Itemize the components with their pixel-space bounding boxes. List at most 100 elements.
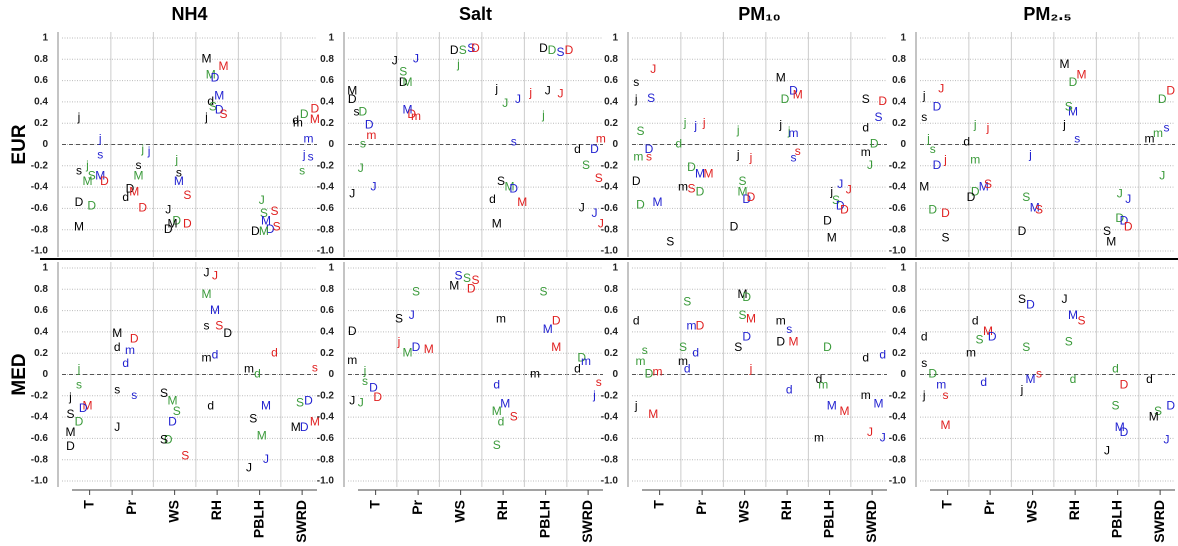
point-marker: s (646, 149, 652, 163)
point-marker: S (832, 193, 840, 207)
x-tick-label: T (80, 500, 96, 509)
point-marker: S (874, 110, 882, 124)
y-tick-label: 0.6 (34, 75, 48, 86)
point-marker: D (311, 102, 320, 116)
point-marker: D (66, 439, 75, 453)
point-marker: j (592, 388, 596, 402)
point-marker: M (112, 326, 122, 340)
y-tick-label: -0.2 (31, 390, 49, 401)
point-marker: D (539, 41, 548, 55)
point-marker: S (270, 204, 278, 218)
x-tick-label: T (938, 500, 954, 509)
point-marker: j (787, 124, 791, 138)
point-marker: s (791, 151, 797, 165)
point-marker: d (122, 356, 129, 370)
y-tick-label: 0 (328, 369, 334, 380)
point-marker: M (1026, 372, 1036, 386)
y-tick-label: -0.4 (317, 412, 335, 423)
y-tick-label: -1.0 (601, 476, 619, 487)
point-marker: S (582, 158, 590, 172)
point-marker: M (1030, 201, 1040, 215)
point-marker: M (174, 174, 184, 188)
y-tick-label: -0.2 (889, 160, 907, 171)
point-marker: S (734, 340, 742, 354)
y-tick-label: 0.2 (604, 348, 618, 359)
y-tick-label: 0.6 (892, 75, 906, 86)
point-marker: D (300, 420, 309, 434)
point-marker: J (259, 193, 265, 207)
y-tick-label: 0 (900, 139, 906, 150)
point-marker: D (126, 181, 135, 195)
panel-title: NH4 (171, 4, 207, 24)
point-marker: D (742, 192, 751, 206)
y-tick-label: 0.2 (34, 348, 48, 359)
point-marker: M (219, 59, 229, 73)
point-marker: D (577, 351, 586, 365)
point-marker: d (574, 361, 581, 375)
point-marker: M (74, 220, 84, 234)
point-marker: J (579, 201, 585, 215)
point-marker: s (921, 110, 927, 124)
point-marker: M (840, 404, 850, 418)
point-marker: D (776, 335, 785, 349)
point-marker: m (814, 431, 824, 445)
point-marker: m (293, 115, 303, 129)
point-marker: S (510, 409, 518, 423)
point-marker: S (862, 92, 870, 106)
point-marker: s (930, 142, 936, 156)
y-tick-label: -0.4 (601, 412, 619, 423)
point-marker: M (403, 345, 413, 359)
point-marker: J (846, 182, 852, 196)
point-marker: J (1125, 192, 1131, 206)
y-tick-label: -0.2 (317, 160, 335, 171)
point-marker: j (736, 147, 740, 161)
point-marker: M (291, 420, 301, 434)
point-marker: M (789, 335, 799, 349)
y-tick-label: -0.2 (889, 390, 907, 401)
point-marker: M (695, 166, 705, 180)
y-tick-label: -0.8 (889, 454, 907, 465)
point-marker: s (299, 163, 305, 177)
point-marker: S (738, 174, 746, 188)
point-marker: S (209, 99, 217, 113)
point-marker: D (164, 433, 173, 447)
point-marker: M (66, 425, 76, 439)
y-tick-label: -0.6 (317, 433, 335, 444)
point-marker: D (687, 160, 696, 174)
point-marker: D (1018, 224, 1027, 238)
point-marker: D (878, 94, 887, 108)
point-marker: d (963, 135, 970, 149)
point-marker: d (633, 313, 640, 327)
point-marker: d (921, 329, 928, 343)
y-tick-label: -0.6 (601, 433, 619, 444)
y-tick-label: -1.0 (889, 246, 907, 257)
point-marker: m (776, 313, 786, 327)
point-marker: D (928, 367, 937, 381)
point-marker: M (134, 169, 144, 183)
y-tick-label: 0.4 (604, 327, 618, 338)
point-marker: s (921, 356, 927, 370)
point-marker: j (85, 158, 89, 172)
point-marker: j (140, 142, 144, 156)
point-marker: D (138, 201, 147, 215)
point-marker: M (500, 396, 510, 410)
point-marker: D (696, 185, 705, 199)
point-marker: D (75, 415, 84, 429)
panel-title: PM₂.₅ (1023, 4, 1071, 24)
y-tick-label: 1 (328, 33, 334, 44)
point-marker: j (1020, 383, 1024, 397)
point-marker: d (786, 383, 793, 397)
point-marker: D (87, 198, 96, 212)
point-marker: j (528, 86, 532, 100)
point-marker: d (207, 399, 214, 413)
point-marker: S (1035, 203, 1043, 217)
point-marker: j (749, 361, 753, 375)
point-marker: d (1112, 361, 1119, 375)
point-marker: S (1077, 313, 1085, 327)
point-marker: J (938, 81, 944, 95)
point-marker: J (598, 217, 604, 231)
y-tick-label: 0.8 (604, 54, 618, 65)
point-marker: M (738, 287, 748, 301)
point-marker: S (173, 404, 181, 418)
point-marker: j (174, 153, 178, 167)
